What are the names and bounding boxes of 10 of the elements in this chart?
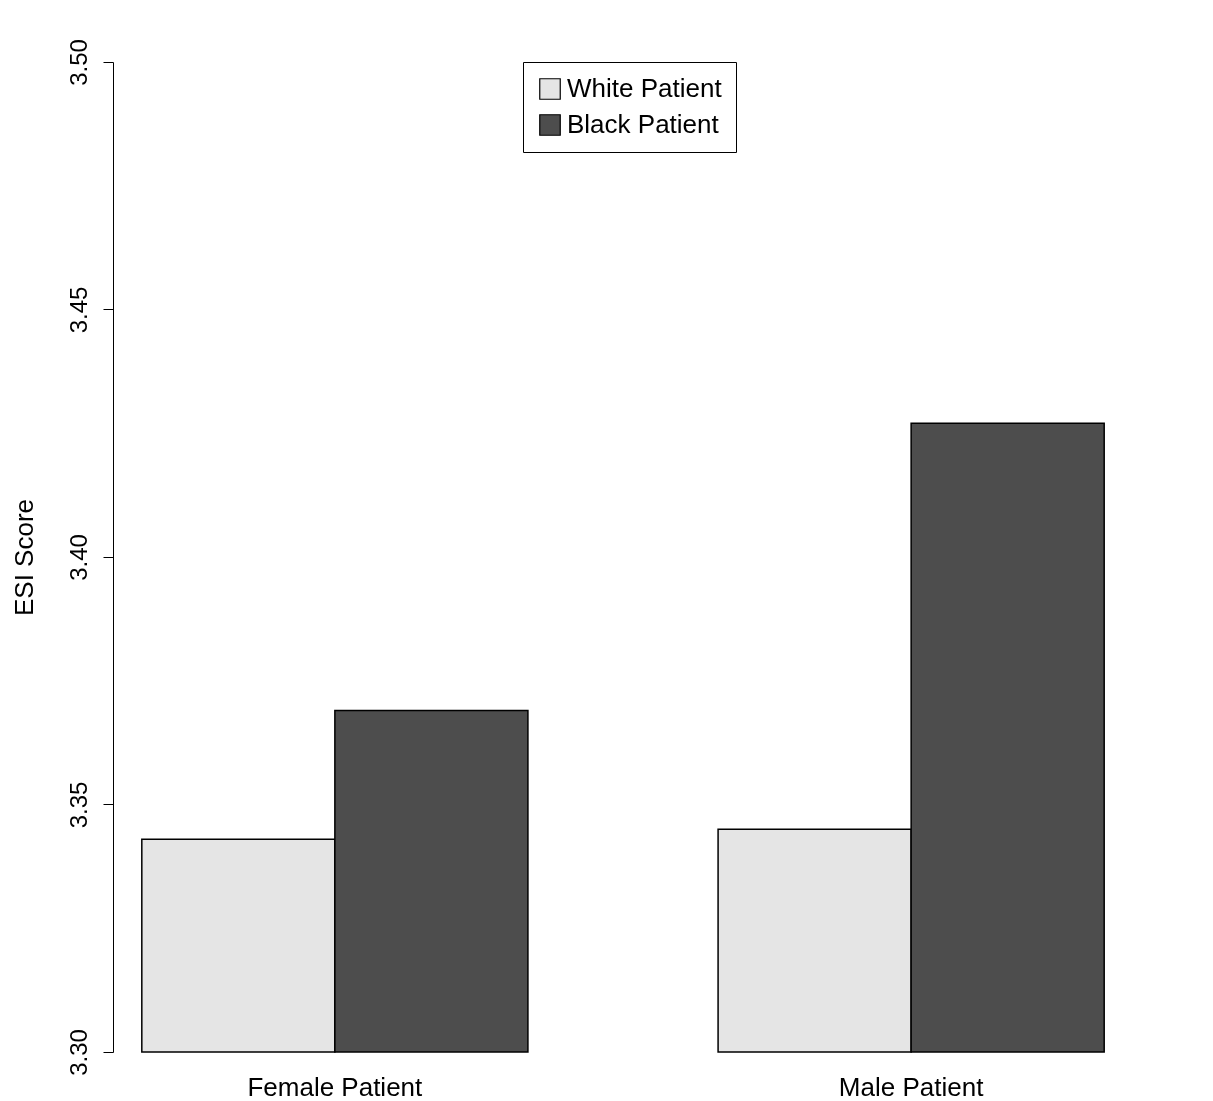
y-tick-label: 3.40: [64, 534, 92, 581]
y-tick-label: 3.30: [64, 1029, 92, 1076]
y-tick-label: 3.35: [64, 781, 92, 829]
legend-label: Black Patient: [567, 109, 720, 139]
x-tick-label: Male Patient: [838, 1071, 985, 1101]
legend-label: White Patient: [567, 73, 723, 103]
y-tick-label: 3.50: [64, 39, 92, 86]
y-axis-title: ESI Score: [8, 498, 39, 617]
x-tick-label: Female Patient: [247, 1071, 424, 1101]
y-tick-label: 3.45: [64, 286, 92, 334]
